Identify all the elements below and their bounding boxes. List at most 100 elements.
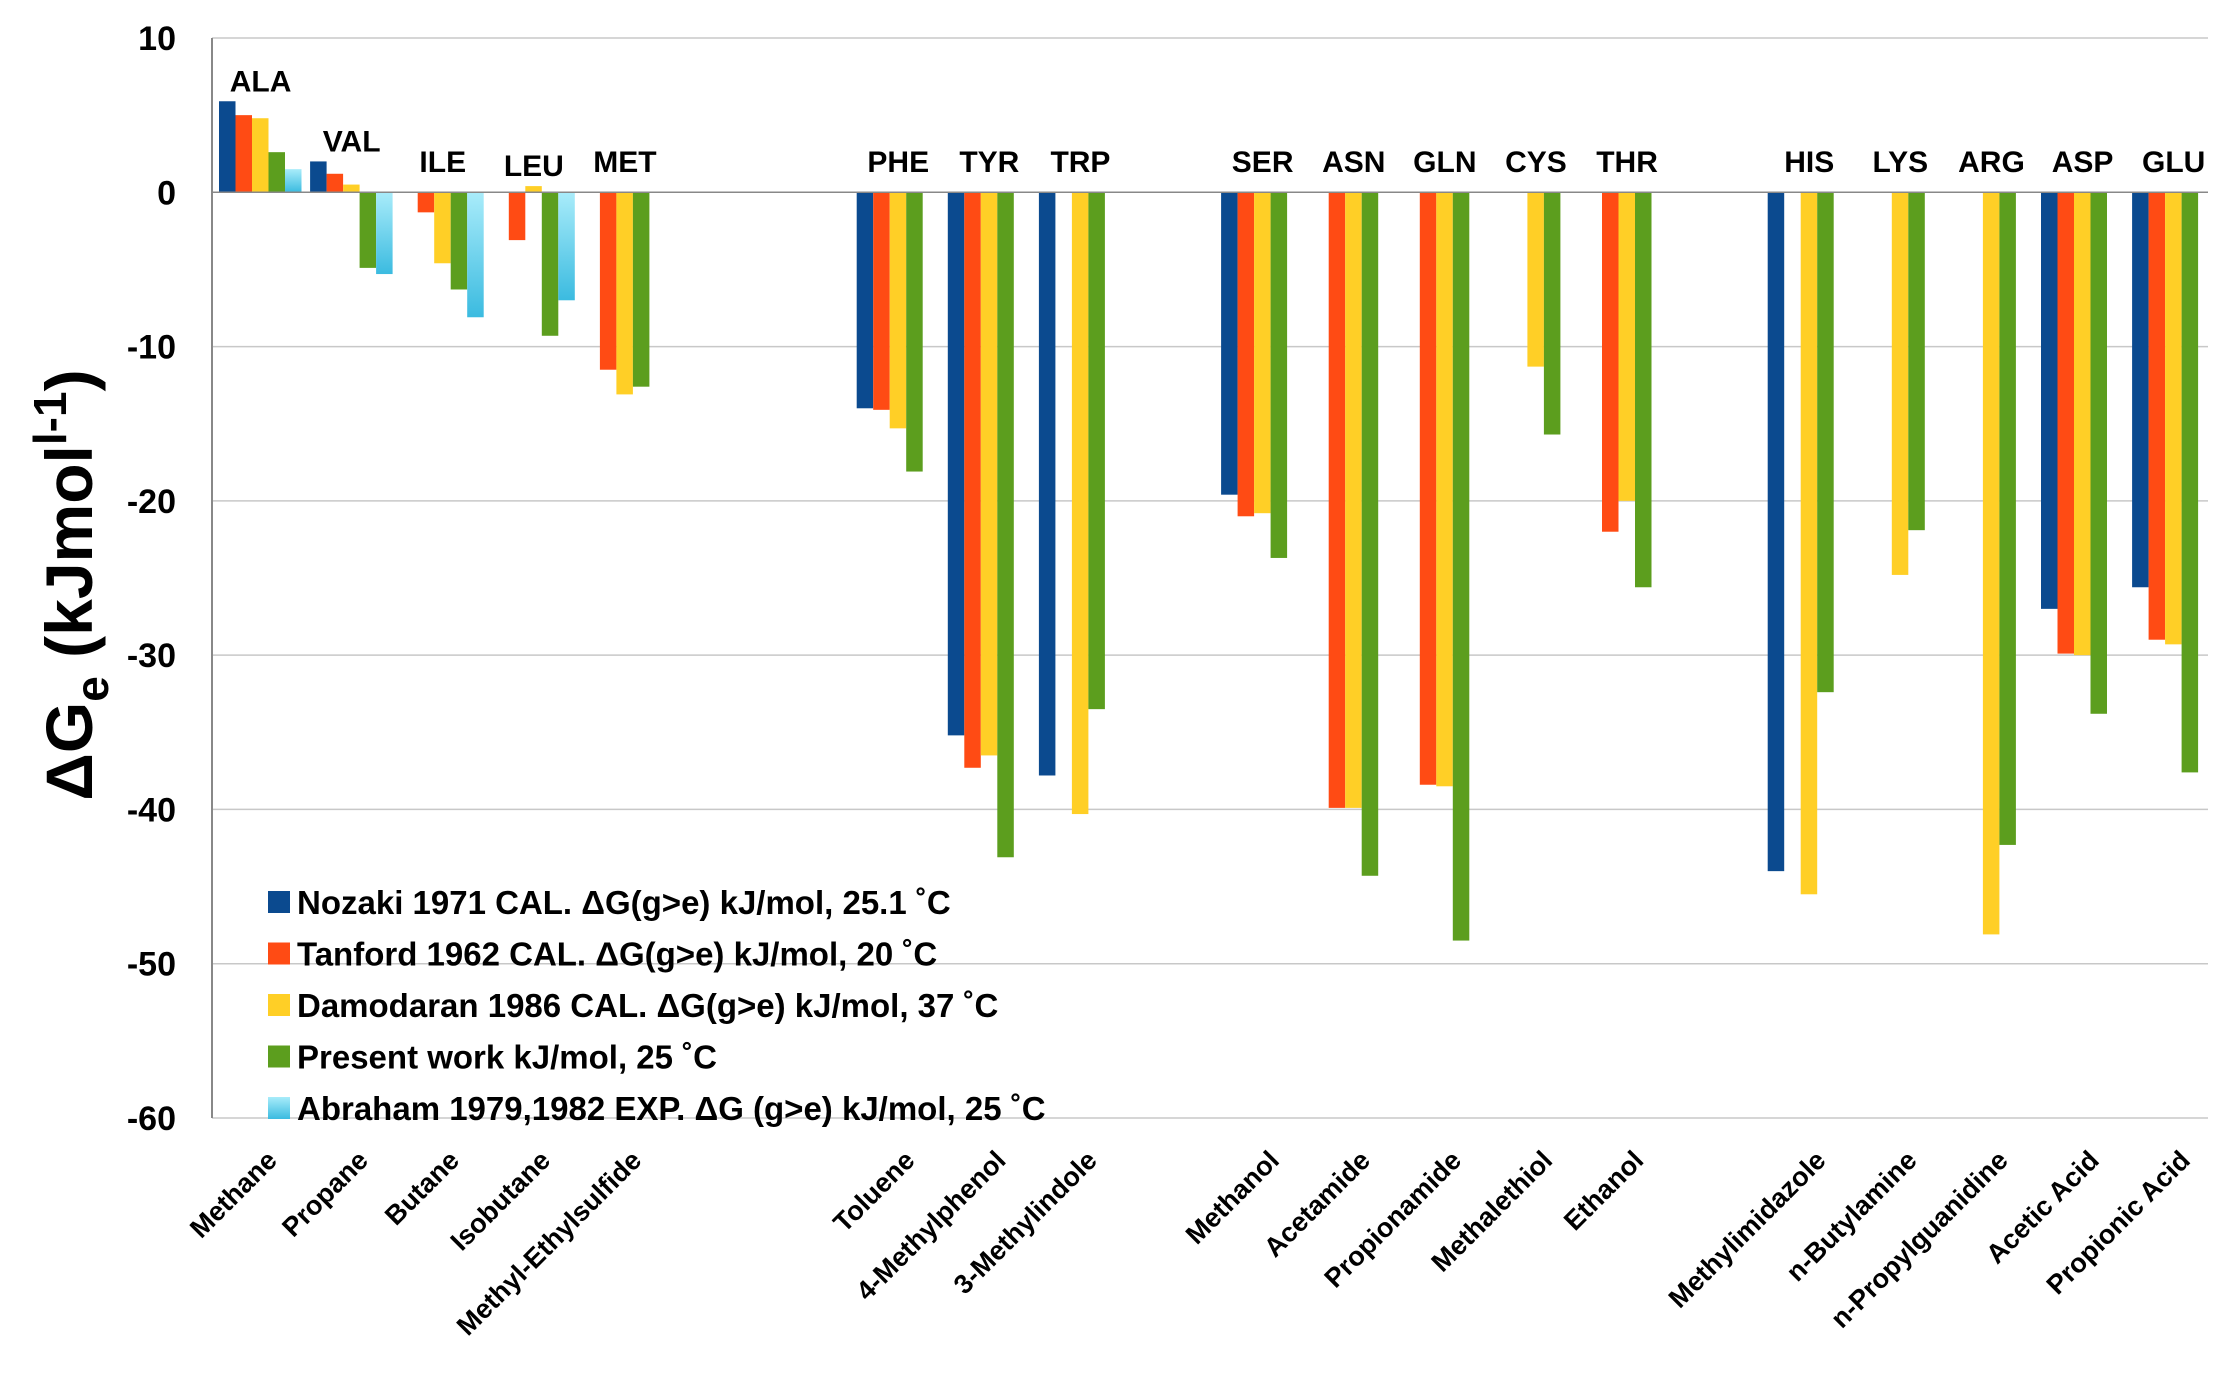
bar-s2-1 bbox=[343, 184, 360, 193]
y-label-main: ΔG bbox=[32, 702, 106, 801]
legend-label: Present work kJ/mol, 25 ˚C bbox=[297, 1039, 717, 1076]
bar-s1-20 bbox=[2057, 192, 2074, 654]
bar-s3-13 bbox=[1452, 192, 1470, 941]
bar-s2-17 bbox=[1800, 192, 1818, 895]
legend-label: Damodaran 1986 CAL. ΔG(g>e) kJ/mol, 37 ˚… bbox=[297, 987, 998, 1024]
bar-s3-18 bbox=[1908, 192, 1925, 531]
bar-s2-3 bbox=[525, 186, 542, 193]
legend-label: Abraham 1979,1982 EXP. ΔG (g>e) kJ/mol, … bbox=[297, 1090, 1046, 1127]
bar-s2-20 bbox=[2074, 192, 2091, 656]
bar-s3-21 bbox=[2181, 192, 2199, 773]
bar-s4-1 bbox=[376, 192, 393, 275]
bar-s0-9 bbox=[1038, 192, 1056, 776]
bar-s2-13 bbox=[1436, 192, 1453, 787]
amino-acid-label-ile: ILE bbox=[419, 146, 466, 179]
legend-label: Nozaki 1971 CAL. ΔG(g>e) kJ/mol, 25.1 ˚C bbox=[297, 884, 951, 921]
bars bbox=[219, 101, 2199, 941]
bar-s3-20 bbox=[2090, 192, 2107, 714]
legend-swatch bbox=[268, 994, 290, 1016]
y-tick-label: -20 bbox=[127, 483, 176, 521]
bar-s2-18 bbox=[1891, 192, 1909, 575]
category-label: n-Propylguanidine bbox=[1825, 1145, 2014, 1334]
legend-swatch bbox=[268, 1097, 290, 1119]
bar-s1-15 bbox=[1602, 192, 1619, 532]
bar-s1-8 bbox=[964, 192, 981, 768]
legend-swatch bbox=[268, 1045, 290, 1068]
bar-s3-19 bbox=[1999, 192, 2016, 845]
bar-s0-20 bbox=[2041, 192, 2058, 609]
bar-s3-3 bbox=[541, 192, 559, 336]
bar-s3-7 bbox=[906, 192, 923, 472]
legend-item-2: Damodaran 1986 CAL. ΔG(g>e) kJ/mol, 37 ˚… bbox=[268, 987, 998, 1024]
bar-s3-0 bbox=[268, 152, 285, 193]
amino-acid-label-val: VAL bbox=[323, 125, 381, 158]
y-tick-labels: 10 0 -10 -20 -30 -40 -50 -60 bbox=[127, 20, 176, 1138]
category-label: Methyl-Ethylsulfide bbox=[451, 1145, 647, 1341]
bar-s3-8 bbox=[997, 192, 1014, 858]
axes bbox=[211, 38, 2208, 1118]
category-label: Toluene bbox=[827, 1145, 920, 1238]
bar-s2-7 bbox=[889, 192, 907, 429]
bar-s1-12 bbox=[1328, 192, 1346, 808]
legend-label: Tanford 1962 CAL. ΔG(g>e) kJ/mol, 20 ˚C bbox=[297, 936, 937, 973]
bar-s1-2 bbox=[417, 192, 435, 213]
category-label: Propane bbox=[276, 1145, 374, 1243]
amino-acid-label-asn: ASN bbox=[1322, 146, 1385, 179]
y-label-unit: (kJmol bbox=[32, 445, 106, 676]
bar-s3-14 bbox=[1543, 192, 1561, 435]
legend: Nozaki 1971 CAL. ΔG(g>e) kJ/mol, 25.1 ˚C… bbox=[268, 884, 1046, 1127]
amino-acid-labels: ALA VAL ILE LEU MET PHE TYR TRP SER ASN GLN CYS THR H… bbox=[230, 65, 2206, 183]
y-tick-label: 10 bbox=[138, 20, 176, 58]
y-tick-label: -50 bbox=[127, 946, 176, 984]
amino-acid-label-ser: SER bbox=[1232, 146, 1294, 179]
legend-item-0: Nozaki 1971 CAL. ΔG(g>e) kJ/mol, 25.1 ˚C bbox=[268, 884, 951, 921]
bar-s2-2 bbox=[434, 192, 451, 264]
y-label-subscript: e bbox=[66, 676, 118, 702]
bar-s3-12 bbox=[1361, 192, 1379, 876]
category-label: Methylimidazole bbox=[1663, 1145, 1832, 1314]
legend-swatch bbox=[268, 942, 290, 965]
y-tick-label: -10 bbox=[127, 329, 176, 367]
bar-s2-8 bbox=[980, 192, 998, 756]
legend-item-3: Present work kJ/mol, 25 ˚C bbox=[268, 1039, 717, 1076]
legend-swatch bbox=[268, 891, 290, 913]
y-axis-label: ΔGe (kJmoll-1) bbox=[24, 369, 118, 800]
bar-s2-9 bbox=[1071, 192, 1089, 815]
amino-acid-label-cys: CYS bbox=[1505, 146, 1567, 179]
bar-s2-12 bbox=[1345, 192, 1362, 808]
amino-acid-label-thr: THR bbox=[1596, 146, 1658, 179]
bar-s1-4 bbox=[599, 192, 617, 370]
y-label-close: ) bbox=[32, 369, 106, 391]
bar-s0-21 bbox=[2132, 192, 2149, 588]
bar-s0-0 bbox=[219, 101, 236, 193]
bar-s1-0 bbox=[235, 115, 252, 193]
amino-acid-label-leu: LEU bbox=[504, 150, 564, 183]
legend-item-4: Abraham 1979,1982 EXP. ΔG (g>e) kJ/mol, … bbox=[268, 1090, 1046, 1127]
bar-s1-1 bbox=[326, 173, 344, 193]
amino-acid-label-glu: GLU bbox=[2142, 146, 2205, 179]
bar-s0-11 bbox=[1221, 192, 1238, 495]
bar-s4-3 bbox=[558, 192, 575, 301]
bar-s3-17 bbox=[1817, 192, 1834, 693]
bar-s2-21 bbox=[2165, 192, 2182, 645]
category-label: Ethanol bbox=[1558, 1145, 1649, 1236]
bar-s1-21 bbox=[2148, 192, 2166, 640]
y-label-superscript: l-1 bbox=[24, 391, 76, 445]
y-tick-label: -40 bbox=[127, 791, 176, 829]
y-tick-label: 0 bbox=[157, 174, 176, 212]
bar-s2-0 bbox=[252, 118, 269, 193]
amino-acid-label-arg: ARG bbox=[1958, 146, 2025, 179]
bar-s2-11 bbox=[1254, 192, 1271, 514]
amino-acid-label-trp: TRP bbox=[1050, 146, 1110, 179]
amino-acid-label-phe: PHE bbox=[867, 146, 929, 179]
category-label: Butane bbox=[379, 1145, 465, 1231]
amino-acid-label-his: HIS bbox=[1784, 146, 1834, 179]
amino-acid-label-gln: GLN bbox=[1413, 146, 1476, 179]
legend-item-1: Tanford 1962 CAL. ΔG(g>e) kJ/mol, 20 ˚C bbox=[268, 936, 937, 973]
amino-acid-label-asp: ASP bbox=[2052, 146, 2114, 179]
bar-s0-7 bbox=[856, 192, 874, 409]
bar-s4-2 bbox=[467, 192, 484, 318]
bar-s3-1 bbox=[359, 192, 377, 268]
bar-s1-7 bbox=[873, 192, 890, 410]
